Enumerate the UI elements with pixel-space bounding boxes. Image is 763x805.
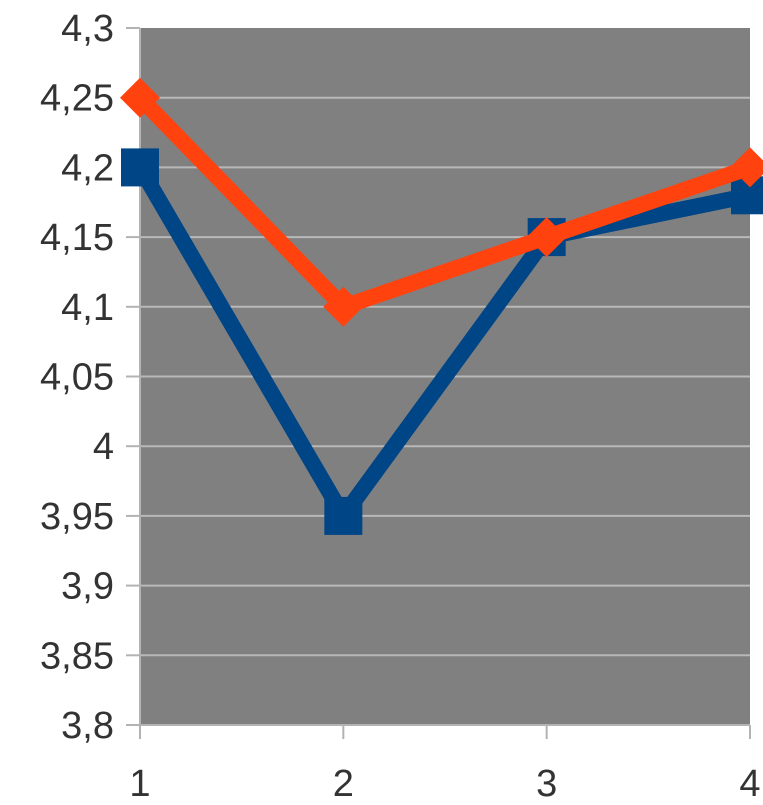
y-tick-label: 4,1 — [61, 287, 114, 329]
series-2-point — [120, 77, 160, 118]
series-2-point — [730, 147, 763, 188]
tick-labels: 3,8 3,85 3,9 3,95 4 4,05 4,1 4,15 4,2 4,25 4,3 1 2 3 4 — [40, 8, 761, 805]
y-tick-label: 3,8 — [61, 705, 114, 747]
series-2-point — [323, 286, 364, 327]
series-1-point — [324, 496, 363, 535]
x-tick-label: 2 — [333, 763, 354, 805]
y-tick-label: 4,25 — [40, 78, 114, 120]
x-tick-label: 1 — [129, 763, 150, 805]
y-tick-label: 4 — [93, 426, 114, 468]
series-2-line — [132, 89, 758, 315]
y-tick-label: 3,85 — [40, 635, 114, 677]
series-1-line — [132, 159, 758, 524]
series-1-point — [121, 148, 159, 187]
y-tick-label: 4,2 — [61, 147, 114, 189]
x-tick-label: 3 — [536, 763, 557, 805]
y-tick-label: 4,15 — [40, 217, 114, 259]
y-tick-label: 4,3 — [61, 8, 114, 50]
axes — [126, 27, 751, 739]
y-tick-label: 3,95 — [40, 496, 114, 538]
grid-lines — [140, 96, 750, 657]
y-tick-label: 3,9 — [61, 566, 114, 608]
series-layer — [120, 77, 763, 535]
x-tick-label: 4 — [739, 763, 760, 805]
y-tick-label: 4,05 — [40, 357, 114, 399]
series-2-point — [526, 217, 567, 258]
